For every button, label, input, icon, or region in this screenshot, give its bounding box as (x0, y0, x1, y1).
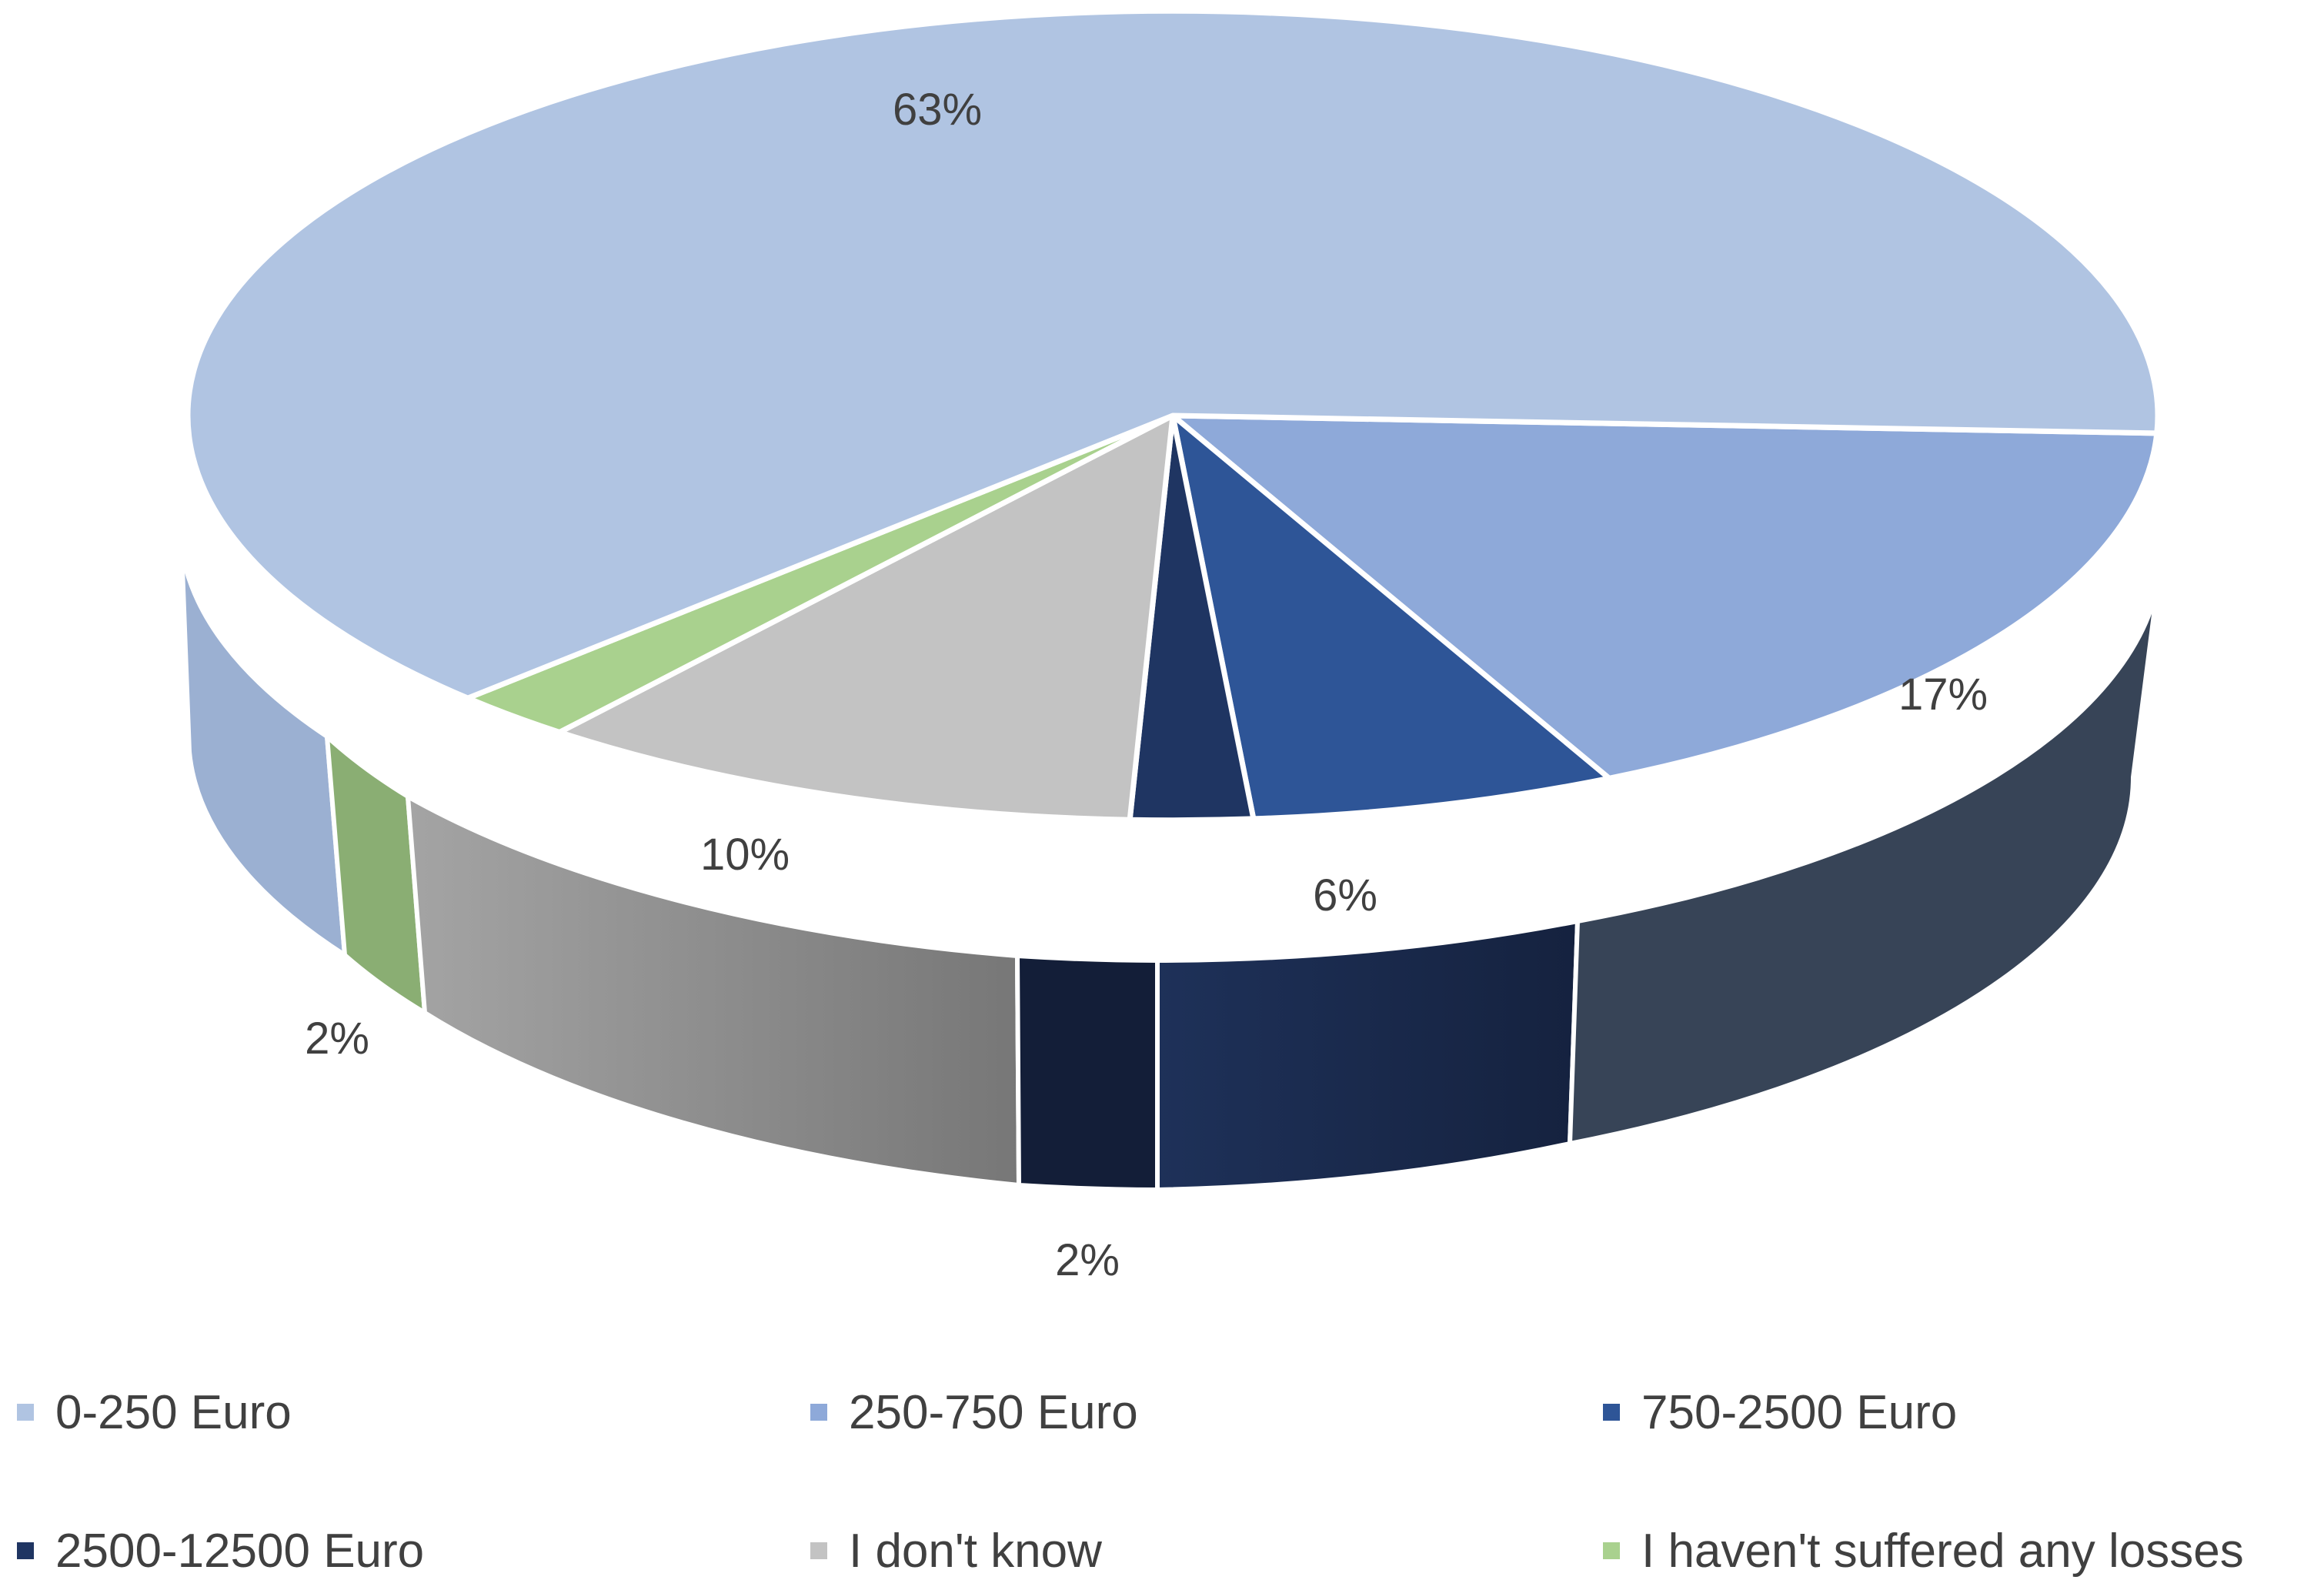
data-label-250-750: 17% (1898, 670, 1988, 720)
legend-item-250-750: 250-750 Euro (810, 1381, 1138, 1443)
legend-swatch-2500-12500 (17, 1542, 34, 1559)
data-label-750-2500: 6% (1313, 870, 1377, 920)
legend-item-no-losses: I haven't suffered any losses (1603, 1520, 2244, 1582)
legend: 0-250 Euro 250-750 Euro 750-2500 Euro 25… (0, 1362, 2324, 1590)
legend-swatch-0-250 (17, 1404, 34, 1421)
legend-item-0-250: 0-250 Euro (17, 1381, 292, 1443)
pie-chart: 63% 17% 6% 2% 10% 2% (158, 0, 2200, 1285)
data-label-dont-know: 10% (700, 830, 790, 880)
slice-side-750-2500 (1155, 919, 1580, 1192)
legend-swatch-dont-know (810, 1542, 827, 1559)
slice-side-no-losses (325, 734, 427, 1015)
legend-label-0-250: 0-250 Euro (55, 1385, 292, 1439)
legend-swatch-no-losses (1603, 1542, 1620, 1559)
data-label-2500-12500: 2% (1055, 1235, 1120, 1285)
legend-label-dont-know: I don't know (849, 1524, 1102, 1578)
legend-label-2500-12500: 2500-12500 Euro (55, 1524, 425, 1578)
legend-label-no-losses: I haven't suffered any losses (1641, 1524, 2244, 1578)
pie-slice-0-250 (158, 0, 2200, 728)
pie-slice-750-2500 (1130, 416, 1647, 825)
legend-item-2500-12500: 2500-12500 Euro (17, 1520, 424, 1582)
legend-item-750-2500: 750-2500 Euro (1603, 1381, 1957, 1443)
data-label-0-250: 63% (893, 85, 982, 135)
slice-side-2500-12500 (1015, 954, 1160, 1192)
pie-slice-250-750 (1135, 416, 2157, 787)
legend-swatch-250-750 (810, 1404, 827, 1421)
legend-label-750-2500: 750-2500 Euro (1641, 1385, 1958, 1439)
legend-swatch-750-2500 (1603, 1404, 1620, 1421)
legend-item-dont-know: I don't know (810, 1520, 1102, 1582)
pie-slice-dont-know (552, 406, 1173, 820)
legend-label-250-750: 250-750 Euro (849, 1385, 1138, 1439)
data-label-no-losses: 2% (305, 1014, 369, 1064)
slice-side-250-750 (1568, 558, 2163, 1146)
